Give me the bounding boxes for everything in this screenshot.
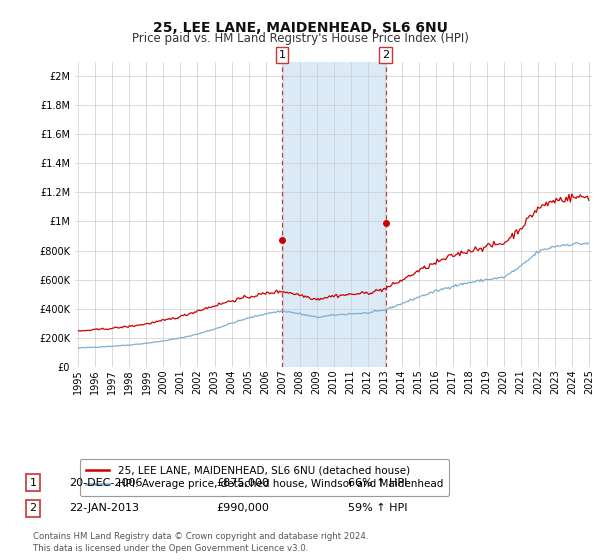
Text: 20-DEC-2006: 20-DEC-2006 (69, 478, 143, 488)
Text: 1: 1 (29, 478, 37, 488)
Text: 1: 1 (278, 50, 286, 60)
Text: 2: 2 (382, 50, 389, 60)
Text: Contains HM Land Registry data © Crown copyright and database right 2024.
This d: Contains HM Land Registry data © Crown c… (33, 532, 368, 553)
Text: 25, LEE LANE, MAIDENHEAD, SL6 6NU: 25, LEE LANE, MAIDENHEAD, SL6 6NU (152, 21, 448, 35)
Text: 22-JAN-2013: 22-JAN-2013 (69, 503, 139, 514)
Bar (282, 62, 386, 367)
Legend: 25, LEE LANE, MAIDENHEAD, SL6 6NU (detached house), HPI: Average price, detached: 25, LEE LANE, MAIDENHEAD, SL6 6NU (detac… (80, 459, 449, 496)
Text: 66% ↑ HPI: 66% ↑ HPI (348, 478, 407, 488)
Text: £990,000: £990,000 (216, 503, 269, 514)
Text: 59% ↑ HPI: 59% ↑ HPI (348, 503, 407, 514)
Text: 2: 2 (29, 503, 37, 514)
Text: Price paid vs. HM Land Registry's House Price Index (HPI): Price paid vs. HM Land Registry's House … (131, 32, 469, 45)
Text: £875,000: £875,000 (216, 478, 269, 488)
